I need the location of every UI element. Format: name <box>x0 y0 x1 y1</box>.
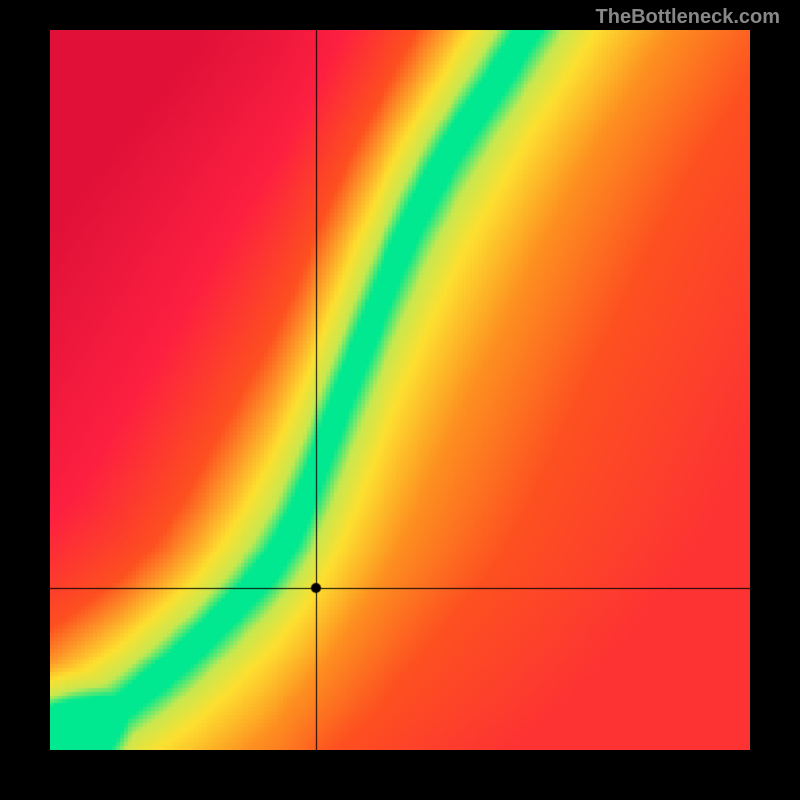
bottleneck-heatmap <box>50 30 750 750</box>
heatmap-canvas <box>50 30 750 750</box>
watermark-text: TheBottleneck.com <box>596 6 780 29</box>
